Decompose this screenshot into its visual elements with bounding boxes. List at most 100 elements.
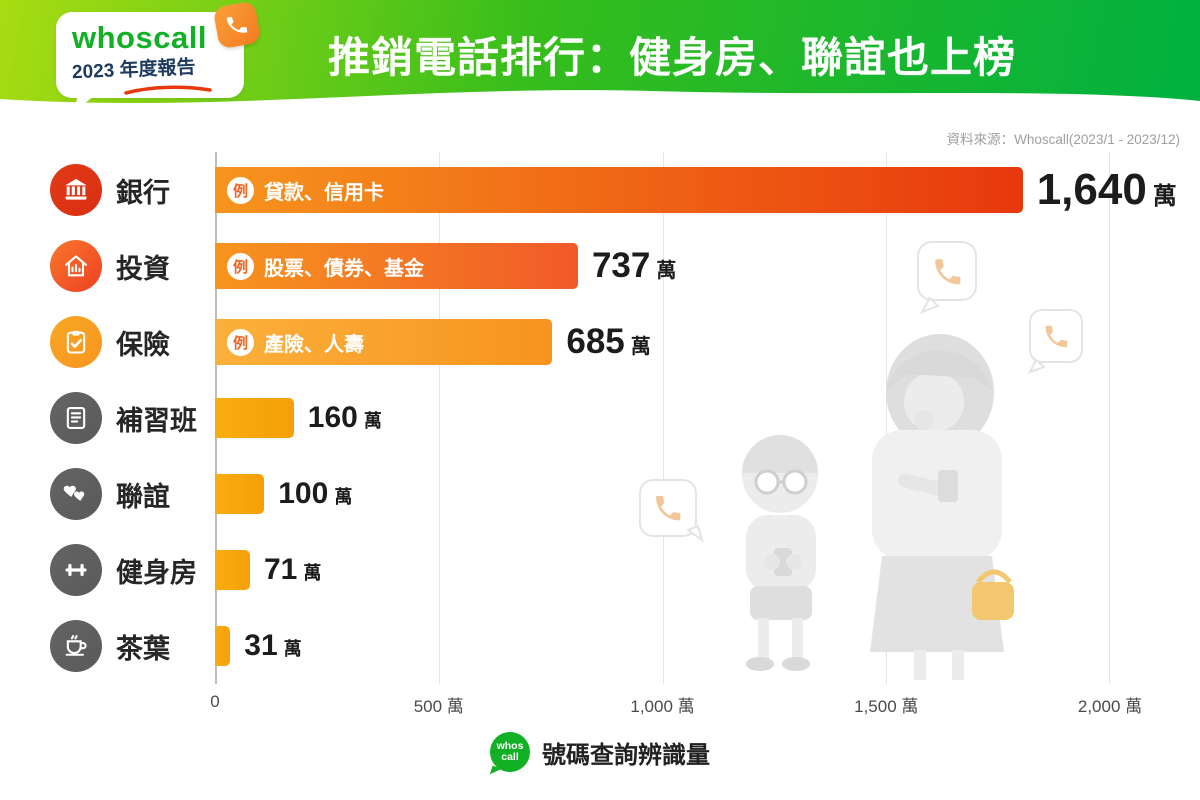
gridline xyxy=(438,152,440,684)
category-label: 補習班 xyxy=(116,405,197,436)
value-unit: 萬 xyxy=(656,260,677,282)
category: 茶葉 xyxy=(0,620,215,672)
bar-tea xyxy=(215,626,231,666)
example-badge: 例 xyxy=(227,328,254,356)
bar-matchmaking xyxy=(215,474,265,514)
tea-icon xyxy=(50,620,102,672)
whoscall-logo-bubble: whoscall 2023 年度報告 xyxy=(56,0,262,98)
bar-bank: 例 貸款、信用卡 xyxy=(215,167,1023,213)
value-number: 160 xyxy=(307,401,358,434)
bar-insurance: 例 產險、人壽 xyxy=(215,319,553,365)
chart-rows: 銀行 例 貸款、信用卡 1,640 萬 xyxy=(0,152,1200,684)
page-title: 推銷電話排行：健身房、聯誼也上榜 xyxy=(328,34,1017,81)
example-pill: 例 股票、債券、基金 xyxy=(215,252,424,281)
data-source-note: 資料來源：Whoscall(2023/1 - 2023/12) xyxy=(946,132,1180,147)
x-axis-tick: 1,000 萬 xyxy=(630,697,695,716)
chart-row: 銀行 例 貸款、信用卡 1,640 萬 xyxy=(0,152,1200,228)
insurance-icon xyxy=(50,316,102,368)
example-text: 股票、債券、基金 xyxy=(264,257,424,280)
category: 聯誼 xyxy=(0,468,215,520)
x-axis: 0 500 萬 1,000 萬 1,500 萬 2,000 萬 xyxy=(210,692,1142,718)
gridline xyxy=(662,152,664,684)
example-badge: 例 xyxy=(227,176,254,204)
chart-row: 投資 例 股票、債券、基金 737 萬 xyxy=(0,228,1200,304)
category-label: 銀行 xyxy=(116,177,170,208)
value-unit: 萬 xyxy=(283,639,302,659)
chart-row: 健身房 71 萬 xyxy=(0,532,1200,608)
value-label: 1,640 萬 xyxy=(1037,165,1177,215)
axis-legend: whos call 號碼查詢辨識量 xyxy=(0,732,1200,772)
investment-icon xyxy=(50,240,102,292)
header-wave xyxy=(0,90,1200,113)
value-number: 31 xyxy=(244,629,278,662)
category: 保險 xyxy=(0,316,215,368)
bar-cram-school xyxy=(215,398,294,438)
report-year-subtitle: 2023 年度報告 xyxy=(71,56,196,84)
x-axis-tick: 2,000 萬 xyxy=(1077,697,1143,716)
category-label: 保險 xyxy=(116,329,170,360)
plot-cell: 例 貸款、信用卡 1,640 萬 xyxy=(215,165,1200,215)
chart-row: 補習班 160 萬 xyxy=(0,380,1200,456)
plot-cell: 71 萬 xyxy=(215,550,1200,590)
value-label: 71 萬 xyxy=(264,553,321,587)
whoscall-brand: whoscall xyxy=(72,20,207,55)
plot-cell: 160 萬 xyxy=(215,398,1200,438)
example-badge: 例 xyxy=(227,252,254,280)
value-number: 685 xyxy=(566,322,625,361)
value-number: 1,640 xyxy=(1036,165,1147,214)
red-underline-swoosh xyxy=(124,85,212,95)
plot-cell: 例 產險、人壽 685 萬 xyxy=(215,319,1200,365)
category: 銀行 xyxy=(0,164,215,216)
x-axis-tick: 500 萬 xyxy=(413,697,464,716)
header-banner: whoscall 2023 年度報告 推銷電話排行：健身房、聯誼也上榜 xyxy=(0,0,1200,113)
value-unit: 萬 xyxy=(630,336,651,358)
value-number: 71 xyxy=(263,553,298,586)
x-axis-tick: 1,500 萬 xyxy=(854,697,919,716)
phone-icon xyxy=(212,0,262,50)
cram-school-icon xyxy=(50,392,102,444)
value-number: 737 xyxy=(591,246,651,285)
mini-logo-line2: call xyxy=(501,751,519,763)
bar-investment: 例 股票、債券、基金 xyxy=(215,243,578,289)
mini-logo-line1: whos xyxy=(496,739,524,752)
chart-row: 保險 例 產險、人壽 685 萬 xyxy=(0,304,1200,380)
bar-gym xyxy=(215,550,250,590)
example-pill: 例 產險、人壽 xyxy=(215,328,364,357)
category-label: 健身房 xyxy=(116,557,197,588)
category-label: 茶葉 xyxy=(116,633,170,664)
value-number: 100 xyxy=(278,477,329,510)
chart-row: 聯誼 100 萬 xyxy=(0,456,1200,532)
gridline xyxy=(1109,152,1110,684)
category-label: 投資 xyxy=(116,253,170,284)
plot-cell: 100 萬 xyxy=(215,474,1200,514)
category: 投資 xyxy=(0,240,215,292)
value-label: 100 萬 xyxy=(278,477,352,511)
value-unit: 萬 xyxy=(1152,183,1177,210)
gridline xyxy=(886,152,888,684)
category: 健身房 xyxy=(0,544,215,596)
x-axis-tick: 0 xyxy=(210,692,220,711)
value-label: 737 萬 xyxy=(592,246,676,286)
x-axis-label: 號碼查詢辨識量 xyxy=(542,741,710,769)
whoscall-mini-logo: whos call xyxy=(490,732,530,772)
plot-cell: 31 萬 xyxy=(215,626,1200,666)
gym-icon xyxy=(50,544,102,596)
plot-cell: 例 股票、債券、基金 737 萬 xyxy=(215,243,1200,289)
matchmaking-icon xyxy=(50,468,102,520)
value-unit: 萬 xyxy=(363,411,382,431)
chart-row: 茶葉 31 萬 xyxy=(0,608,1200,684)
example-pill: 例 貸款、信用卡 xyxy=(215,176,384,205)
example-text: 貸款、信用卡 xyxy=(264,181,384,204)
background-illustration xyxy=(639,241,1083,680)
category-label: 聯誼 xyxy=(116,481,170,512)
bar-chart: 銀行 例 貸款、信用卡 1,640 萬 xyxy=(0,152,1200,684)
value-unit: 萬 xyxy=(303,563,322,583)
bank-icon xyxy=(50,164,102,216)
value-label: 160 萬 xyxy=(308,401,382,435)
example-text: 產險、人壽 xyxy=(264,333,364,356)
value-unit: 萬 xyxy=(334,487,353,507)
category: 補習班 xyxy=(0,392,215,444)
value-label: 31 萬 xyxy=(244,629,301,663)
value-label: 685 萬 xyxy=(566,322,650,362)
